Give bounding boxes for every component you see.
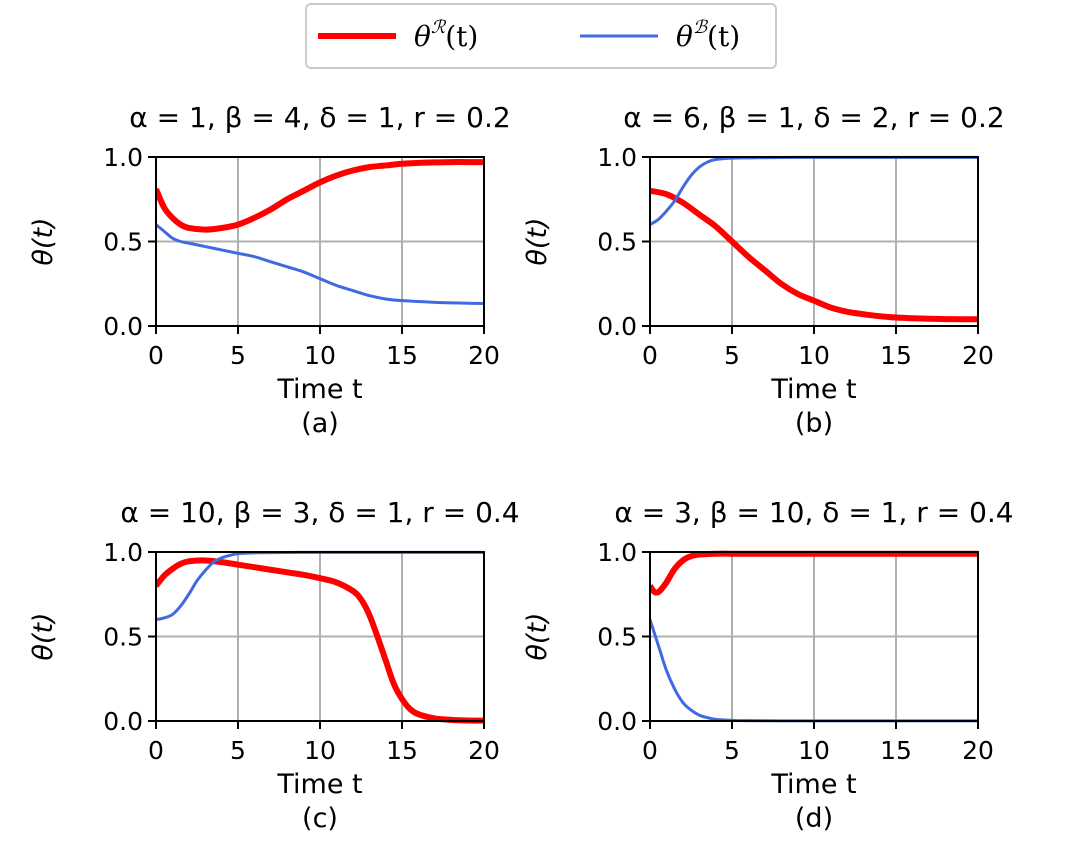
panel-a: 0 5 10 15 20 0.0 0.5 1.0 α = 1, β = 4, δ = 1, r … — [28, 101, 511, 439]
x-tick-label: 10 — [304, 736, 336, 765]
panel-title: α = 10, β = 3, δ = 1, r = 0.4 — [120, 496, 519, 529]
x-tick-label: 15 — [880, 736, 912, 765]
y-tick-label: 0.5 — [103, 623, 143, 652]
y-tick-label: 1.0 — [103, 538, 143, 567]
legend-label-red: θℛ(t) — [414, 17, 478, 53]
x-tick-label: 0 — [642, 736, 658, 765]
x-tick-label: 20 — [468, 736, 500, 765]
y-axis-label: θ(t) — [522, 612, 553, 660]
x-tick-label: 0 — [148, 736, 164, 765]
panel-title: α = 3, β = 10, δ = 1, r = 0.4 — [614, 496, 1013, 529]
x-tick-label: 15 — [880, 341, 912, 370]
y-tick-label: 1.0 — [597, 143, 637, 172]
x-axis-label: Time t — [770, 374, 856, 405]
series-theta-r-line — [650, 187, 978, 323]
panel-title: α = 1, β = 4, δ = 1, r = 0.2 — [129, 101, 510, 134]
panel-letter: (a) — [301, 408, 339, 439]
panel-b: 0 5 10 15 20 0.0 0.5 1.0 α = 6, β = 1, δ = 2, r … — [522, 101, 1005, 439]
x-tick-label: 20 — [962, 736, 994, 765]
series-theta-b-line — [156, 223, 484, 306]
y-axis-label: θ(t) — [28, 612, 59, 660]
y-tick-label: 0.0 — [103, 707, 143, 736]
y-tick-label: 0.5 — [597, 623, 637, 652]
x-tick-label: 15 — [386, 341, 418, 370]
y-tick-label: 0.0 — [597, 312, 637, 341]
x-tick-label: 0 — [642, 341, 658, 370]
y-axis-label: θ(t) — [522, 217, 553, 265]
y-tick-label: 1.0 — [597, 538, 637, 567]
panel-d: 0 5 10 15 20 0.0 0.5 1.0 α = 3, β = 10, δ = 1, r… — [522, 496, 1014, 834]
x-axis-label: Time t — [276, 374, 362, 405]
legend-frame — [305, 3, 777, 69]
x-tick-label: 10 — [304, 341, 336, 370]
x-tick-label: 10 — [798, 736, 830, 765]
x-tick-label: 20 — [468, 341, 500, 370]
x-tick-label: 5 — [724, 736, 740, 765]
y-axis-label: θ(t) — [28, 217, 59, 265]
panel-letter: (d) — [795, 803, 833, 834]
y-tick-label: 1.0 — [103, 143, 143, 172]
series-theta-r-line — [156, 159, 484, 233]
x-tick-label: 5 — [230, 341, 246, 370]
x-tick-label: 5 — [230, 736, 246, 765]
series-theta-r-line — [650, 550, 978, 596]
panel-c: 0 5 10 15 20 0.0 0.5 1.0 α = 10, β = 3, δ = 1, r… — [28, 496, 520, 834]
y-tick-label: 0.0 — [103, 312, 143, 341]
x-tick-label: 20 — [962, 341, 994, 370]
panel-title: α = 6, β = 1, δ = 2, r = 0.2 — [623, 101, 1004, 134]
x-tick-label: 10 — [798, 341, 830, 370]
x-tick-label: 15 — [386, 736, 418, 765]
panel-letter: (b) — [795, 408, 833, 439]
x-axis-label: Time t — [770, 769, 856, 800]
x-axis-label: Time t — [276, 769, 362, 800]
y-tick-label: 0.5 — [103, 228, 143, 257]
legend: θℛ(t) θℬ(t) — [305, 3, 777, 69]
y-tick-label: 0.0 — [597, 707, 637, 736]
panel-letter: (c) — [302, 803, 338, 834]
legend-label-blue: θℬ(t) — [676, 17, 740, 53]
x-tick-label: 0 — [148, 341, 164, 370]
y-tick-label: 0.5 — [597, 228, 637, 257]
x-tick-label: 5 — [724, 341, 740, 370]
series-theta-r-line — [156, 557, 484, 724]
